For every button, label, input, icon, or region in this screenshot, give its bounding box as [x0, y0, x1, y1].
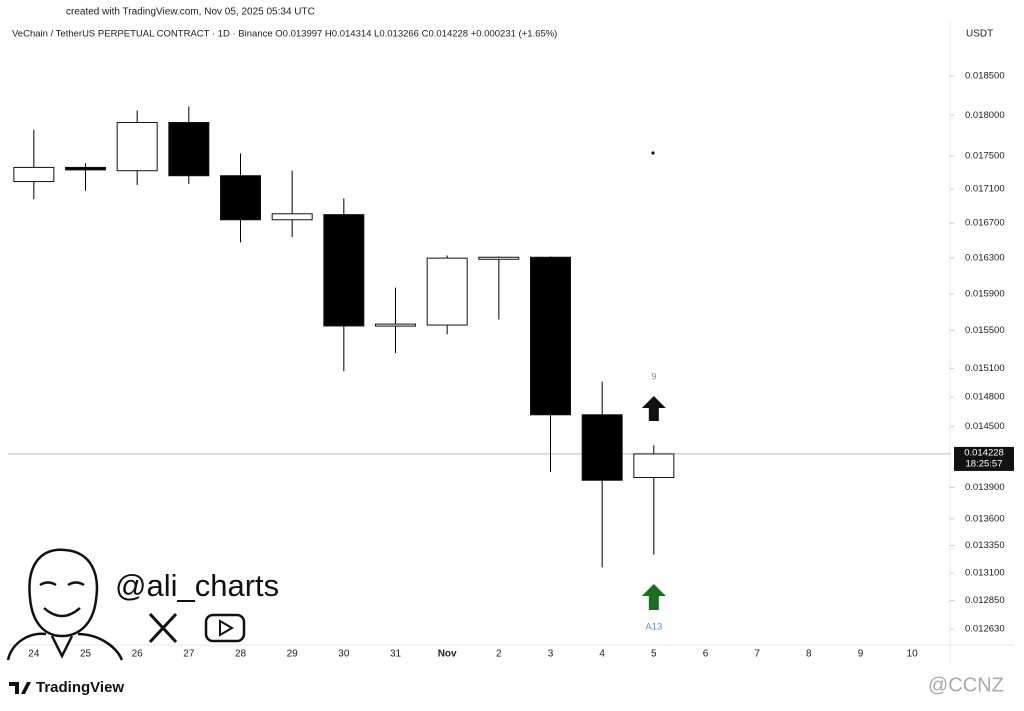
- y-tick-label: 0.015100: [965, 363, 1005, 374]
- legend: VeChain / TetherUS PERPETUAL CONTRACT · …: [12, 29, 557, 40]
- y-tick-label: 0.013350: [965, 540, 1005, 551]
- candle-body: [323, 214, 365, 327]
- candle-body: [426, 257, 468, 326]
- created-note: created with TradingView.com, Nov 05, 20…: [66, 7, 315, 18]
- candle-body: [168, 121, 210, 177]
- y-tick-label: 0.013100: [965, 567, 1005, 578]
- x-tick-label: 31: [390, 649, 402, 660]
- x-tick-label: 7: [754, 649, 760, 660]
- x-tick-label: 25: [80, 649, 92, 660]
- x-tick-label: Nov: [438, 649, 457, 660]
- x-tick-label: 27: [183, 649, 195, 660]
- avatar: [6, 548, 124, 661]
- candle-body: [530, 256, 571, 416]
- y-tick-label: 0.015500: [965, 325, 1005, 336]
- price-box: [954, 446, 1014, 471]
- y-tick-label: 0.017500: [965, 150, 1005, 161]
- candle-body: [220, 175, 261, 221]
- dot: [651, 151, 655, 155]
- y-tick-label: 0.018000: [965, 110, 1005, 121]
- y-tick-label: 0.013900: [965, 482, 1005, 493]
- y-tick-label: 0.014800: [965, 392, 1005, 403]
- y-tick-label: 0.014500: [965, 421, 1005, 432]
- currency: USDT: [966, 29, 993, 40]
- signal-arrow: [641, 584, 666, 610]
- y-tick-label: 0.017100: [965, 184, 1005, 195]
- x-tick-label: 10: [907, 649, 919, 660]
- price-label: 0.014228: [964, 447, 1004, 458]
- candle-body: [116, 121, 158, 172]
- y-tick-label: 0.012630: [965, 623, 1005, 634]
- candle-body: [13, 166, 55, 183]
- x-tick-label: 2: [496, 649, 502, 660]
- y-tick-label: 0.018500: [965, 70, 1005, 81]
- x-tick-label: 28: [235, 649, 247, 660]
- candle-body: [581, 414, 623, 481]
- x-tick-label: 3: [548, 649, 554, 660]
- x-tick-label: 29: [287, 649, 299, 660]
- y-tick-label: 0.015900: [965, 288, 1005, 299]
- candle-body: [65, 166, 106, 171]
- x-tick-label: 4: [599, 649, 605, 660]
- y-tick-label: 0.012850: [965, 595, 1005, 606]
- youtube-logo: [204, 613, 246, 643]
- x-tick-label: 9: [858, 649, 864, 660]
- x-tick-label: 26: [132, 649, 144, 660]
- x-logo: [148, 612, 178, 644]
- candle-body: [271, 213, 313, 221]
- x-tick-label: 24: [28, 649, 40, 660]
- signal-label: 9: [651, 371, 656, 381]
- y-tick-label: 0.016300: [965, 253, 1005, 264]
- x-tick-label: 5: [651, 649, 657, 660]
- y-tick-label: 0.013600: [965, 513, 1005, 524]
- x-tick-label: 30: [338, 649, 350, 660]
- signal-label: A13: [645, 622, 662, 633]
- brand-watermark: TradingView: [36, 679, 124, 696]
- x-tick-label: 8: [806, 649, 812, 660]
- source-watermark: @CCNZ: [928, 674, 1004, 696]
- candle-body: [633, 453, 675, 478]
- y-tick-label: 0.016700: [965, 218, 1005, 229]
- brand-logo: [9, 682, 31, 694]
- candle-body: [375, 323, 416, 327]
- countdown-label: 18:25:57: [966, 458, 1003, 469]
- signal-arrow: [641, 396, 666, 421]
- handle-watermark: @ali_charts: [115, 568, 279, 603]
- x-tick-label: 6: [703, 649, 709, 660]
- candle-body: [478, 256, 520, 260]
